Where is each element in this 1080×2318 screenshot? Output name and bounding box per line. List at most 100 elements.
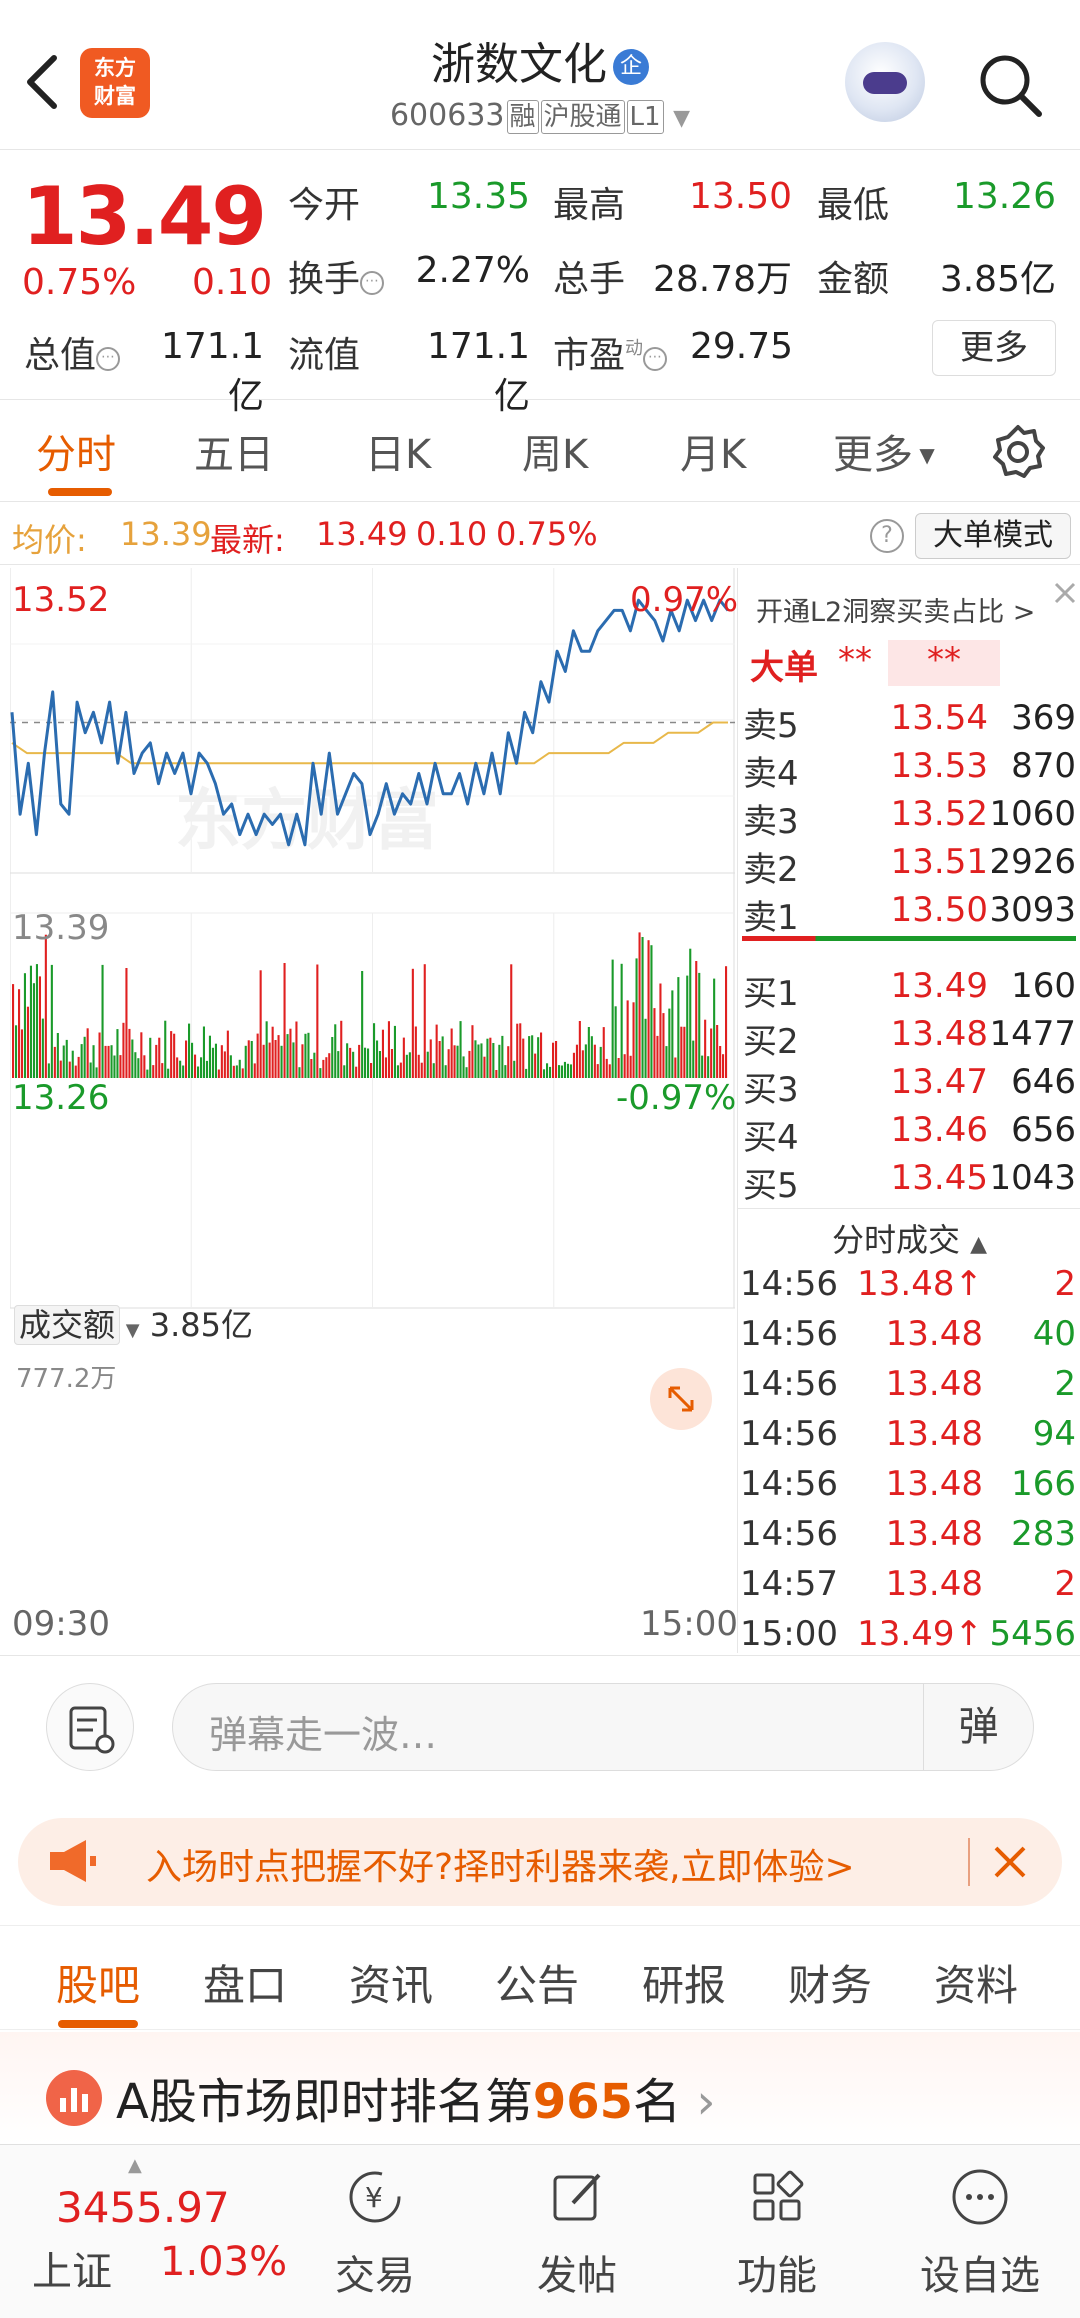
- tick-row: 14:56 13.48↑ 2: [738, 1264, 1080, 1312]
- pe-value: 29.75: [690, 326, 794, 367]
- volume-bar: [364, 1047, 367, 1078]
- volume-bar: [420, 1062, 423, 1078]
- l2-upgrade-link[interactable]: 开通L2洞察买卖占比 >: [756, 597, 1036, 628]
- grid-icon: [753, 2170, 804, 2221]
- tab-orderbook[interactable]: 盘口: [203, 1961, 288, 2010]
- tab-research[interactable]: 研报: [642, 1961, 727, 2010]
- volume-bar: [71, 1050, 74, 1078]
- gear-icon[interactable]: [990, 424, 1046, 480]
- ask-row[interactable]: 卖5 13.54 369: [738, 698, 1080, 746]
- edit-icon: [553, 2173, 601, 2221]
- tick-time: 14:56: [740, 1314, 838, 1354]
- volume-bar: [346, 1043, 349, 1078]
- tab-daily-k[interactable]: 日K: [365, 432, 432, 478]
- tick-price: 13.48: [885, 1364, 983, 1404]
- volume-bar: [468, 1050, 471, 1078]
- ask-price: 13.52: [890, 794, 988, 834]
- back-arrow-icon[interactable]: [22, 52, 62, 112]
- volume-bar: [235, 1065, 238, 1078]
- volume-bar: [471, 1025, 474, 1078]
- tab-finance[interactable]: 财务: [788, 1961, 873, 2010]
- more-button[interactable]: 更多: [932, 320, 1056, 376]
- tab-announcements[interactable]: 公告: [495, 1961, 580, 2010]
- volume-bar: [322, 1059, 325, 1078]
- bid-row[interactable]: 买5 13.45 1043: [738, 1158, 1080, 1206]
- volume-bar: [713, 978, 716, 1078]
- bid-row[interactable]: 买2 13.48 1477: [738, 1014, 1080, 1062]
- promo-banner[interactable]: 入场时点把握不好?择时利器来袭,立即体验>: [18, 1818, 1062, 1906]
- tab-news[interactable]: 资讯: [349, 1961, 434, 2010]
- volume-bar: [20, 1029, 23, 1078]
- bid-level: 买2: [743, 1022, 799, 1062]
- volume-bar: [262, 1044, 265, 1078]
- bid-row[interactable]: 买3 13.47 646: [738, 1062, 1080, 1110]
- info-icon[interactable]: ⋯: [360, 271, 385, 295]
- volume-bar: [232, 1065, 235, 1078]
- volume-bar: [226, 1030, 229, 1078]
- chart-grid: [10, 568, 735, 1309]
- index-ticker[interactable]: ▲ 3455.97 上证 1.03%: [0, 2145, 287, 2318]
- tab-profile[interactable]: 资料: [934, 1961, 1019, 2010]
- volume-bar: [435, 1024, 438, 1078]
- volume-selector[interactable]: 成交额 ▼ 3.85亿: [14, 1300, 253, 1346]
- tab-more[interactable]: 更多 ▼: [833, 432, 935, 478]
- volume-bar: [41, 1018, 44, 1078]
- chart-tabs: 分时 五日 日K 周K 月K 更多 ▼: [0, 402, 1080, 502]
- nav-functions[interactable]: 功能: [697, 2167, 857, 2307]
- volume-bar: [247, 1040, 250, 1078]
- volume-bar: [504, 1065, 507, 1078]
- volume-bar: [185, 1040, 188, 1078]
- bid-row[interactable]: 买1 13.49 160: [738, 966, 1080, 1014]
- tab-intraday[interactable]: 分时: [36, 432, 116, 478]
- info-icon[interactable]: ⋯: [96, 347, 121, 371]
- danmu-toggle-button[interactable]: 弹: [923, 1684, 1033, 1770]
- danmu-input[interactable]: 弹幕走一波… 弹: [172, 1683, 1034, 1771]
- help-icon[interactable]: ?: [870, 519, 904, 553]
- tick-row: 14:57 13.48 2: [738, 1564, 1080, 1612]
- volume-bar: [560, 1065, 563, 1078]
- volume-bar: [722, 1054, 725, 1078]
- bid-volume: 1043: [989, 1158, 1076, 1198]
- volume-bar: [259, 970, 262, 1078]
- ask-row[interactable]: 卖2 13.51 2926: [738, 842, 1080, 890]
- tick-price: 13.49↑: [857, 1614, 983, 1654]
- tab-forum[interactable]: 股吧: [56, 1961, 141, 2010]
- ticks-header[interactable]: 分时成交 ▲: [738, 1208, 1080, 1261]
- search-icon[interactable]: [975, 50, 1045, 120]
- low-label: 最低: [817, 185, 890, 226]
- close-icon[interactable]: [988, 1840, 1032, 1884]
- volume-bar: [680, 1026, 683, 1078]
- rank-banner[interactable]: A股市场即时排名第965名 ›: [0, 2032, 1080, 2144]
- volume-bar: [629, 1055, 632, 1078]
- nav-add-watchlist[interactable]: 设自选: [900, 2167, 1060, 2307]
- ask-row[interactable]: 卖1 13.50 3093: [738, 890, 1080, 938]
- volume-bar: [18, 989, 21, 1078]
- ask-row[interactable]: 卖4 13.53 870: [738, 746, 1080, 794]
- stock-code-line[interactable]: 600633 融沪股通 L1 ▼: [0, 98, 1080, 134]
- bid-row[interactable]: 买4 13.46 656: [738, 1110, 1080, 1158]
- ask-volume: 1060: [989, 794, 1076, 834]
- tab-five-day[interactable]: 五日: [194, 432, 274, 478]
- ask-row[interactable]: 卖3 13.52 1060: [738, 794, 1080, 842]
- tab-monthly-k[interactable]: 月K: [680, 432, 747, 478]
- assistant-robot-icon[interactable]: [845, 42, 925, 122]
- open-label: 今开: [288, 185, 361, 226]
- volume-bar: [584, 1044, 587, 1078]
- close-icon[interactable]: [1050, 578, 1080, 608]
- info-icon[interactable]: ⋯: [643, 347, 668, 371]
- volume-bar: [265, 1021, 268, 1078]
- nav-post[interactable]: 发帖: [497, 2167, 657, 2307]
- app-logo[interactable]: 东方 财富: [80, 48, 150, 118]
- volume-bar: [271, 1026, 274, 1078]
- nav-trade[interactable]: ¥ 交易: [295, 2167, 455, 2307]
- ask-level: 卖1: [743, 898, 799, 938]
- volume-bar: [131, 1039, 134, 1078]
- volume-bar: [205, 1060, 208, 1078]
- tag-level: L1: [626, 100, 664, 134]
- tab-weekly-k[interactable]: 周K: [522, 432, 589, 478]
- big-order-mode-button[interactable]: 大单模式: [915, 513, 1071, 559]
- expand-icon[interactable]: [650, 1368, 712, 1430]
- intraday-chart[interactable]: 东方财富 13.52 0.97% 13.39 13.26 -0.97% 成交额 …: [10, 568, 738, 1653]
- comment-list-icon[interactable]: [46, 1683, 134, 1771]
- y-min-price: 13.26: [12, 1078, 110, 1118]
